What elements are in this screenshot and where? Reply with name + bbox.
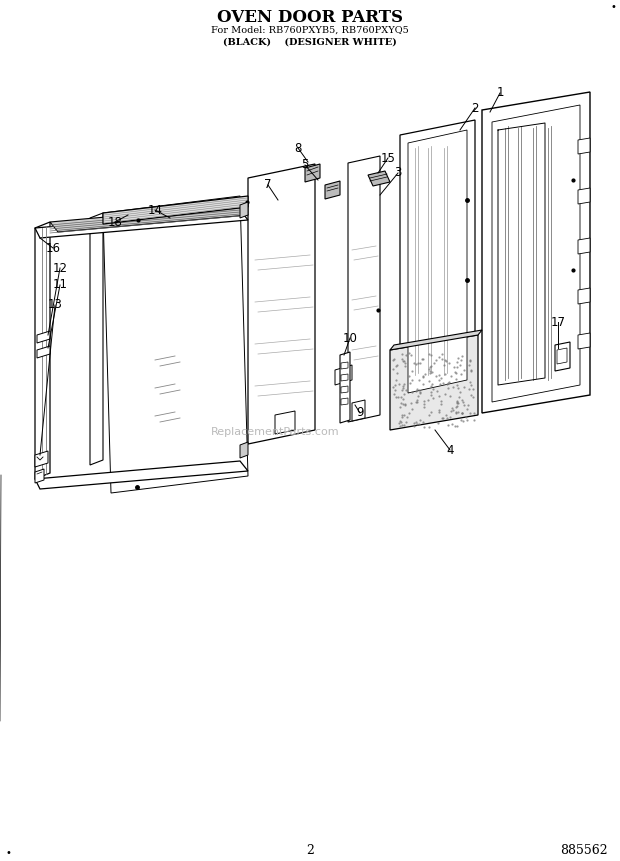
Polygon shape: [248, 164, 315, 444]
Polygon shape: [35, 210, 248, 238]
Polygon shape: [240, 442, 248, 458]
Text: •: •: [610, 2, 616, 12]
Text: 7: 7: [264, 178, 272, 191]
Polygon shape: [555, 342, 570, 371]
Polygon shape: [103, 196, 248, 224]
Text: 5: 5: [301, 158, 309, 171]
Polygon shape: [408, 130, 467, 393]
Polygon shape: [578, 333, 590, 349]
Polygon shape: [335, 365, 352, 385]
Polygon shape: [325, 181, 340, 199]
Text: 1: 1: [496, 86, 503, 100]
Text: 9: 9: [356, 406, 364, 419]
Text: 18: 18: [107, 215, 122, 228]
Polygon shape: [482, 92, 590, 413]
Polygon shape: [368, 171, 390, 186]
Text: 3: 3: [394, 166, 402, 179]
Polygon shape: [35, 451, 48, 467]
Polygon shape: [341, 398, 348, 405]
Polygon shape: [90, 213, 103, 465]
Polygon shape: [492, 105, 580, 402]
Text: 4: 4: [446, 443, 454, 456]
Polygon shape: [390, 330, 482, 350]
Polygon shape: [50, 205, 248, 232]
Polygon shape: [352, 400, 365, 421]
Polygon shape: [341, 374, 348, 381]
Polygon shape: [578, 288, 590, 304]
Text: 16: 16: [45, 241, 61, 255]
Polygon shape: [305, 164, 320, 182]
Polygon shape: [578, 238, 590, 254]
Text: For Model: RB760PXYB5, RB760PXYQ5: For Model: RB760PXYB5, RB760PXYQ5: [211, 26, 409, 34]
Text: 15: 15: [381, 152, 396, 164]
Text: 14: 14: [148, 203, 162, 216]
Polygon shape: [348, 156, 380, 422]
Text: ReplacementParts.com: ReplacementParts.com: [211, 427, 339, 437]
Polygon shape: [103, 196, 248, 493]
Polygon shape: [35, 469, 44, 483]
Polygon shape: [390, 335, 478, 430]
Polygon shape: [578, 188, 590, 204]
Polygon shape: [340, 352, 350, 423]
Polygon shape: [557, 348, 567, 364]
Polygon shape: [240, 202, 248, 218]
Polygon shape: [341, 362, 348, 369]
Polygon shape: [37, 331, 50, 343]
Polygon shape: [400, 120, 475, 405]
Text: 2: 2: [306, 844, 314, 857]
Text: 17: 17: [551, 315, 565, 329]
Text: OVEN DOOR PARTS: OVEN DOOR PARTS: [217, 9, 403, 26]
Text: (BLACK)    (DESIGNER WHITE): (BLACK) (DESIGNER WHITE): [223, 38, 397, 46]
Text: 12: 12: [53, 262, 68, 275]
Text: •: •: [5, 848, 11, 858]
Polygon shape: [37, 346, 50, 358]
Polygon shape: [35, 461, 248, 489]
Text: 8: 8: [294, 141, 302, 154]
Polygon shape: [341, 386, 348, 393]
Polygon shape: [275, 411, 295, 434]
Polygon shape: [35, 222, 50, 479]
Text: 885562: 885562: [560, 844, 608, 857]
Polygon shape: [578, 138, 590, 154]
Text: 11: 11: [53, 278, 68, 292]
Text: 13: 13: [48, 299, 63, 312]
Text: 10: 10: [343, 331, 358, 344]
Text: 2: 2: [471, 102, 479, 115]
